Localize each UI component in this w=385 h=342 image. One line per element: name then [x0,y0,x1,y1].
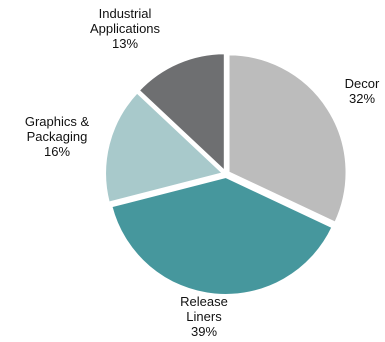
pie-slice-release-liners [110,175,334,296]
slice-name-label: Decor [345,76,380,91]
slice-name-label: Graphics & [25,114,90,129]
pie-slice-graphics-packaging [104,91,226,204]
slice-percent-label: 32% [349,91,375,106]
pie-slice-industrial-applications [137,52,226,174]
slice-name-label: Liners [186,309,222,324]
slice-name-label: Industrial [99,6,152,21]
slice-percent-label: 16% [44,144,70,159]
slice-label: Graphics & Packaging 16% [25,114,90,159]
pie-slices [104,52,348,296]
pie-labels: Decor 32% Release Liners 39% Graphics & Packag… [25,6,380,339]
pie-slice-decor [227,53,348,224]
slice-name-label: Release [180,294,228,309]
slice-label: Release Liners 39% [180,294,228,339]
slice-name-label: Applications [90,21,161,36]
slice-percent-label: 39% [191,324,217,339]
slice-percent-label: 13% [112,36,138,51]
slice-label: Decor 32% [345,76,380,106]
slice-label: Industrial Applications 13% [90,6,161,51]
slice-name-label: Packaging [27,129,88,144]
